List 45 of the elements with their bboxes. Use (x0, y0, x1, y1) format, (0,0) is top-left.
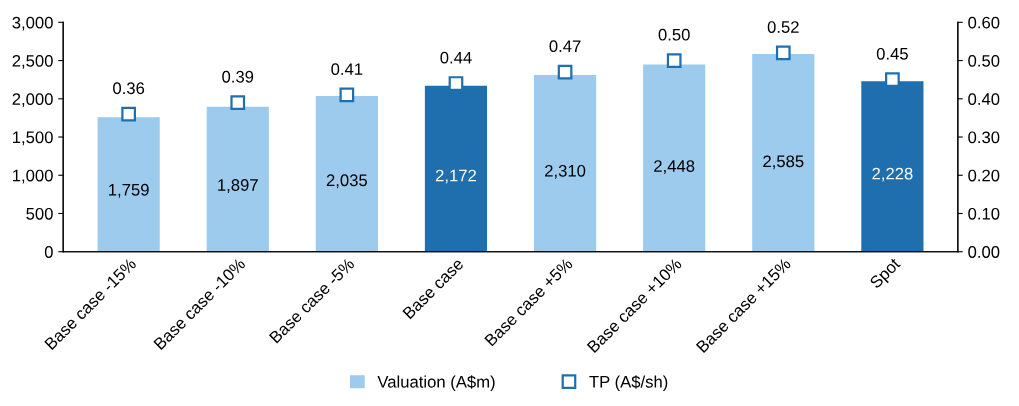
data-label: 2,228 (872, 167, 913, 182)
point (121, 106, 136, 122)
y2-tick-label: 0.10 (968, 207, 1000, 220)
y2-tick-label: 0.50 (968, 54, 1000, 67)
data-label: 0.41 (331, 63, 363, 76)
data-label: 2,448 (654, 160, 695, 174)
y2-tick-label: 0.60 (968, 16, 1000, 29)
point (666, 53, 682, 68)
data-label: 2,585 (763, 155, 804, 170)
data-label: 0.52 (767, 21, 799, 33)
point (448, 76, 464, 91)
bar (97, 117, 160, 252)
point (230, 95, 246, 110)
data-label: 0.50 (658, 28, 690, 41)
y-tick-label: 0 (44, 246, 53, 258)
point (775, 45, 791, 61)
legend-label: TP (A$/sh) (589, 375, 668, 391)
y-tick-label: 1,000 (13, 169, 53, 184)
bar (315, 96, 378, 252)
y2-tick-label: 0.30 (968, 131, 1000, 144)
data-label: 2,172 (435, 169, 476, 184)
point (557, 64, 573, 80)
legend-label: Valuation (A$m) (377, 375, 495, 391)
data-label: 0.45 (876, 47, 908, 60)
data-label: 0.39 (222, 70, 254, 83)
y2-tick-label: 0.20 (968, 169, 1000, 182)
data-label: 0.44 (440, 51, 472, 64)
y-tick-label: 1,500 (13, 131, 53, 146)
data-label: 0.47 (549, 40, 581, 53)
bar (643, 64, 706, 252)
y-tick-label: 2,500 (12, 54, 53, 69)
data-label: 2,310 (545, 164, 586, 179)
bar (533, 75, 597, 252)
y-tick-label: 2,000 (12, 93, 53, 107)
y2-tick-label: 0.00 (968, 246, 1000, 258)
data-label: 1,897 (218, 179, 258, 193)
data-label: 0.36 (113, 82, 145, 95)
y2-tick-label: 0.40 (968, 93, 1000, 105)
data-label: 2,035 (326, 174, 368, 189)
bar (752, 54, 815, 252)
y-tick-label: 500 (26, 207, 53, 220)
y-tick-label: 3,000 (12, 16, 53, 31)
bar (206, 106, 269, 252)
point (339, 87, 355, 103)
data-label: 1,759 (109, 183, 149, 198)
